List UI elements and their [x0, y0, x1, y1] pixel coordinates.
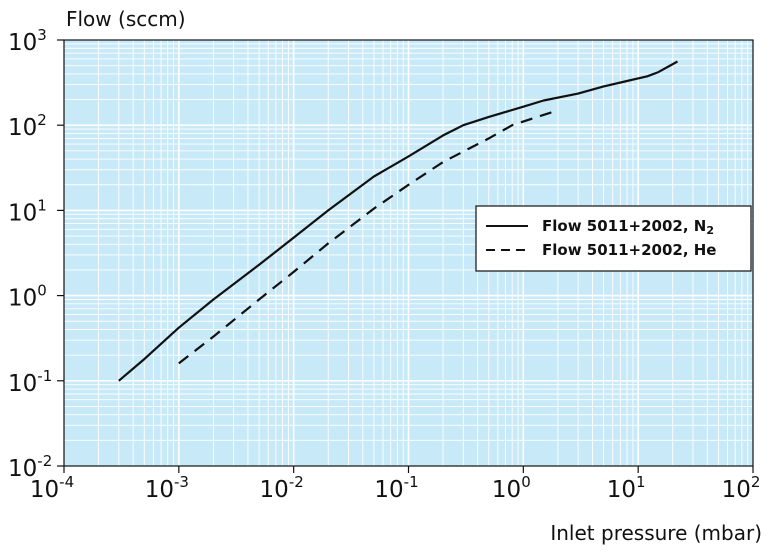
y-tick-label: 102 [8, 111, 47, 141]
x-tick-label: 100 [492, 473, 531, 503]
y-axis-title: Flow (sccm) [66, 7, 186, 31]
x-tick-labels: 10-4 10-3 10-2 10-1 100 101 102 [30, 473, 761, 503]
x-tick-label: 10-1 [374, 473, 418, 503]
x-tick-label: 10-2 [260, 473, 304, 503]
x-tick-label: 10-3 [145, 473, 189, 503]
y-tick-label: 10-1 [8, 367, 52, 397]
x-axis-title: Inlet pressure (mbar) [550, 521, 762, 545]
y-tick-label: 10-2 [8, 452, 52, 482]
y-tick-label: 100 [8, 282, 47, 312]
x-tick-label: 101 [607, 473, 646, 503]
y-tick-label: 101 [8, 196, 47, 226]
series-lines [118, 60, 679, 382]
x-tick-label: 10-4 [30, 473, 74, 503]
x-tick-label: 102 [722, 473, 761, 503]
legend: Flow 5011+2002, N2 Flow 5011+2002, He [475, 205, 752, 272]
legend-label-n2: Flow 5011+2002, N2 [542, 217, 714, 237]
series-line-he [178, 110, 553, 365]
axis-ticks [57, 39, 754, 473]
legend-box [475, 205, 752, 272]
series-line-n2 [118, 60, 679, 382]
y-tick-labels: 10-2 10-1 100 101 102 103 [8, 26, 52, 482]
legend-label-he: Flow 5011+2002, He [542, 241, 717, 259]
y-tick-label: 103 [8, 26, 47, 56]
